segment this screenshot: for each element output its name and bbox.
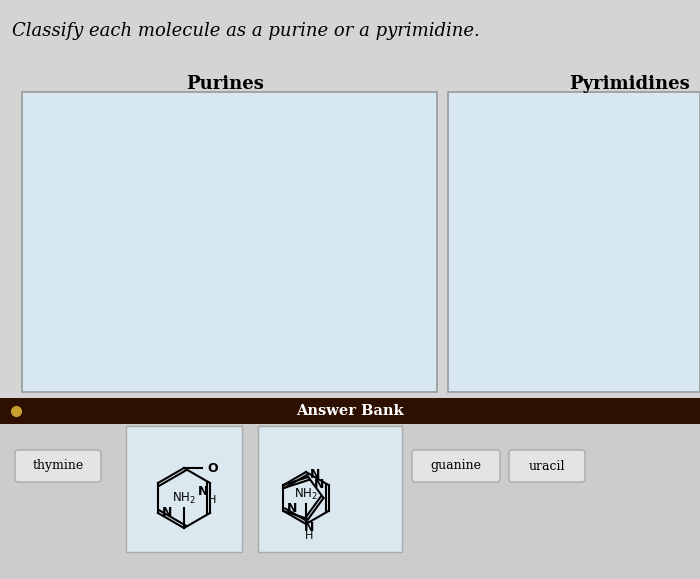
FancyBboxPatch shape	[258, 426, 402, 552]
Text: uracil: uracil	[528, 460, 566, 472]
Text: Answer Bank: Answer Bank	[296, 404, 404, 418]
Text: N: N	[286, 503, 297, 515]
Text: N: N	[310, 468, 321, 482]
Text: N: N	[314, 478, 325, 492]
Text: H: H	[305, 531, 314, 541]
Text: NH$_2$: NH$_2$	[294, 487, 318, 502]
Text: Pyrimidines: Pyrimidines	[570, 75, 690, 93]
Text: Classify each molecule as a purine or a pyrimidine.: Classify each molecule as a purine or a …	[12, 22, 480, 40]
FancyBboxPatch shape	[126, 426, 242, 552]
Text: thymine: thymine	[32, 460, 83, 472]
FancyBboxPatch shape	[22, 92, 437, 392]
Text: O: O	[207, 461, 218, 475]
Text: N: N	[197, 485, 208, 498]
Text: NH$_2$: NH$_2$	[172, 491, 196, 506]
FancyBboxPatch shape	[509, 450, 585, 482]
Text: Purines: Purines	[186, 75, 264, 93]
FancyBboxPatch shape	[448, 92, 700, 392]
Text: N: N	[162, 507, 172, 519]
Bar	[0, 424, 700, 579]
Text: N: N	[304, 521, 314, 534]
Bar	[0, 398, 700, 424]
FancyBboxPatch shape	[412, 450, 500, 482]
FancyBboxPatch shape	[15, 450, 101, 482]
Text: H: H	[208, 495, 216, 505]
Text: guanine: guanine	[430, 460, 482, 472]
